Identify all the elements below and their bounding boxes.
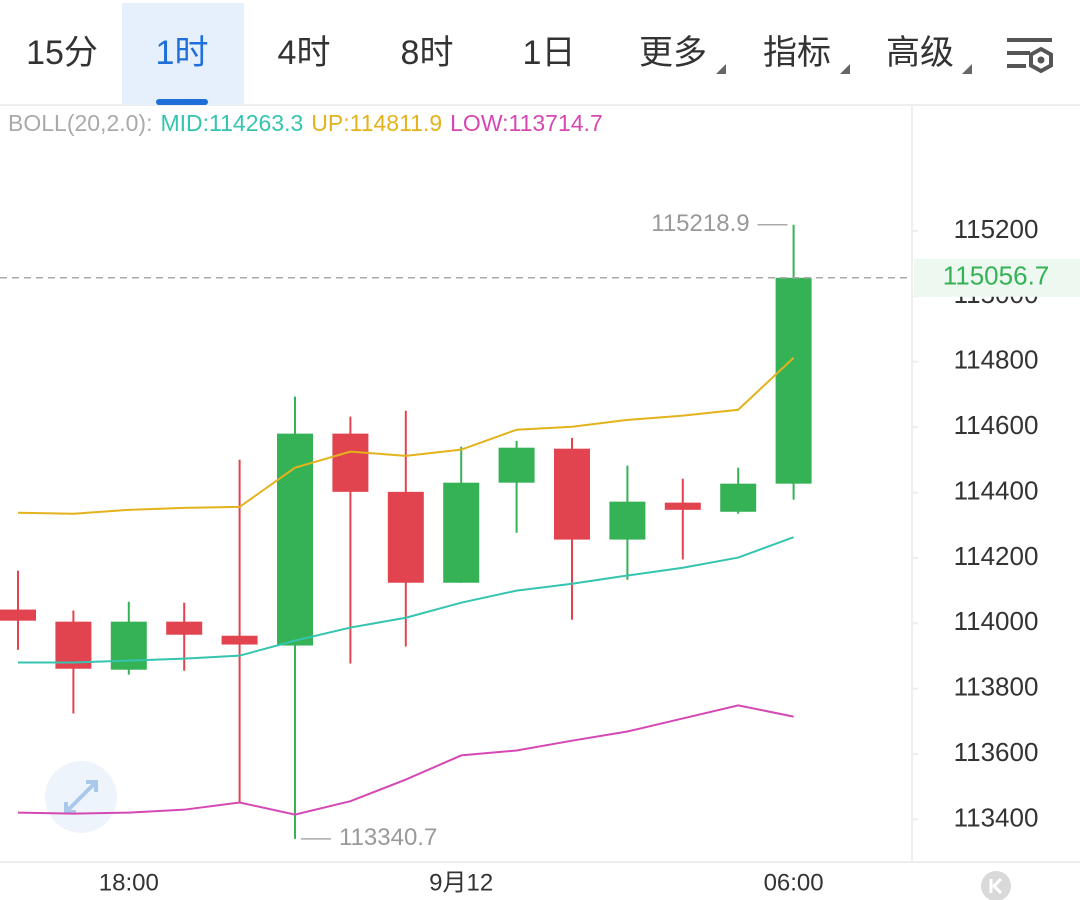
y-tick-label: 114600 (954, 410, 1039, 440)
dropdown-arrow (962, 64, 972, 74)
settings-icon[interactable] (1007, 38, 1053, 74)
tab[interactable]: 15分 (26, 34, 98, 72)
candle-body (166, 621, 203, 635)
tab[interactable]: 4时 (278, 34, 331, 72)
y-tick-label: 114200 (954, 541, 1039, 571)
candle-body (332, 433, 369, 492)
x-tick-label: 9月12 (429, 869, 493, 896)
last-price-label: 115056.7 (943, 261, 1050, 291)
legend-value: 113714.7 (509, 110, 603, 136)
x-tick-label: 06:00 (764, 869, 824, 896)
low-label: 113340.7 (339, 824, 437, 851)
tab[interactable]: 指标 (763, 34, 831, 72)
legend-value: 114263.3 (209, 110, 303, 136)
collapse-button[interactable] (981, 871, 1011, 900)
tab[interactable]: 1时 (156, 34, 209, 72)
tab[interactable]: 1日 (523, 34, 576, 72)
candle-body (387, 491, 424, 583)
last-price-box (914, 258, 1080, 297)
y-tick-label: 114400 (954, 475, 1039, 505)
candle-body (554, 448, 590, 540)
boll-line (17, 704, 794, 816)
dropdown-arrow (840, 64, 850, 74)
y-tick-label: 115200 (954, 214, 1039, 244)
candle-body (609, 501, 646, 540)
candle-body (277, 433, 313, 646)
candle-body (221, 635, 258, 645)
candle-body (498, 447, 535, 483)
indicator-name: BOLL(20,2.0): (8, 110, 152, 136)
y-tick-label: 114000 (954, 606, 1039, 636)
x-tick-label: 18:00 (99, 869, 159, 896)
y-tick-label: 114800 (954, 345, 1039, 375)
candle-body (0, 609, 36, 621)
tab[interactable]: 高级 (886, 34, 954, 72)
boll-line (18, 536, 794, 664)
y-tick-label: 113800 (954, 672, 1039, 702)
tab[interactable]: 更多 (639, 34, 707, 72)
candle-body (443, 482, 480, 583)
legend-name: MID: (160, 110, 209, 136)
candle-body (55, 621, 92, 669)
boll-line (17, 357, 795, 515)
active-tab-bg (122, 3, 244, 105)
indicator-legend: BOLL(20,2.0): MID:114263.3 UP:114811.9 LOW:… (8, 110, 603, 136)
legend-name: UP: (311, 110, 349, 136)
y-tick-label: 113600 (954, 737, 1039, 767)
candle-body (775, 277, 812, 484)
candle-body (664, 502, 701, 510)
high-label: 115218.9 (651, 210, 749, 237)
expand-button[interactable] (45, 761, 117, 833)
y-tick-label: 113400 (954, 802, 1039, 832)
legend-value: 114811.9 (350, 110, 443, 136)
tab[interactable]: 8时 (401, 34, 454, 72)
active-tab-indicator (156, 99, 208, 105)
legend-name: LOW: (450, 110, 508, 136)
candle-body (720, 483, 757, 512)
candle-body (110, 621, 147, 670)
dropdown-arrow (716, 64, 726, 74)
